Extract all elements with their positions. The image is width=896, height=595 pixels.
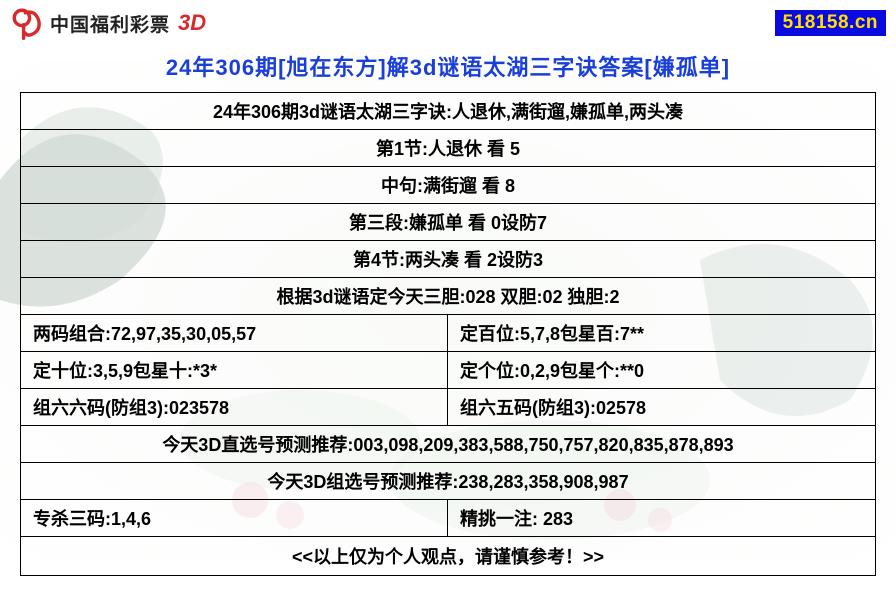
shi-position: 定十位:3,5,9包星十:*3*: [21, 352, 448, 388]
bai-position: 定百位:5,7,8包星百:7**: [448, 315, 875, 351]
kill-three: 专杀三码:1,4,6: [21, 500, 448, 536]
prediction-table: 24年306期3d谜语太湖三字诀:人退休,满街遛,嫌孤单,两头凑 第1节:人退休…: [20, 92, 876, 576]
dan-pick: 根据3d谜语定今天三胆:028 双胆:02 独胆:2: [21, 278, 875, 314]
lottery-logo-icon: [10, 6, 44, 40]
header-bar: 中国福利彩票 3D 518158.cn: [0, 0, 896, 44]
section-1: 第1节:人退休 看 5: [21, 130, 875, 166]
best-one: 精挑一注: 283: [448, 500, 875, 536]
direct-pick: 今天3D直选号预测推荐:003,098,209,383,588,750,757,…: [21, 426, 875, 462]
brand-3d-text: 3D: [178, 10, 206, 36]
ge-position: 定个位:0,2,9包星个:**0: [448, 352, 875, 388]
brand-logo-group: 中国福利彩票 3D: [10, 6, 206, 40]
two-code-combo: 两码组合:72,97,35,30,05,57: [21, 315, 448, 351]
section-3: 第三段:嫌孤单 看 0设防7: [21, 204, 875, 240]
riddle-summary: 24年306期3d谜语太湖三字诀:人退休,满街遛,嫌孤单,两头凑: [21, 93, 875, 129]
page-title: 24年306期[旭在东方]解3d谜语太湖三字诀答案[嫌孤单]: [0, 44, 896, 92]
site-badge: 518158.cn: [775, 10, 886, 36]
group-pick: 今天3D组选号预测推荐:238,283,358,908,987: [21, 463, 875, 499]
disclaimer: <<以上仅为个人观点，请谨慎参考！>>: [21, 537, 875, 575]
section-mid: 中句:满街遛 看 8: [21, 167, 875, 203]
group6-six: 组六六码(防组3):023578: [21, 389, 448, 425]
group6-five: 组六五码(防组3):02578: [448, 389, 875, 425]
brand-text: 中国福利彩票: [50, 10, 170, 37]
section-4: 第4节:两头凑 看 2设防3: [21, 241, 875, 277]
